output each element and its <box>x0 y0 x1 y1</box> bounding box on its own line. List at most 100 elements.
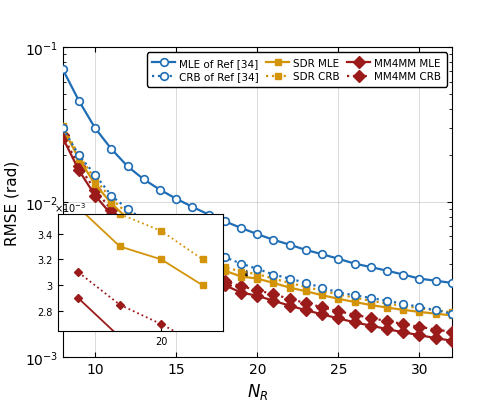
MM4MM MLE <box>173 260 179 265</box>
SDR CRB <box>270 277 276 282</box>
MM4MM CRB <box>254 288 260 293</box>
MLE of Ref [34] <box>254 232 260 237</box>
CRB of Ref [34] <box>157 227 163 232</box>
MLE of Ref [34] <box>189 205 195 210</box>
SDR CRB <box>319 289 325 294</box>
MM4MM CRB <box>335 309 341 314</box>
MM4MM MLE <box>108 213 114 217</box>
CRB of Ref [34] <box>173 235 179 240</box>
MM4MM MLE <box>237 290 243 295</box>
Line: MLE of Ref [34]: MLE of Ref [34] <box>59 66 455 287</box>
MM4MM CRB <box>399 322 405 326</box>
MM4MM MLE <box>270 299 276 304</box>
SDR MLE <box>60 126 66 131</box>
MM4MM MLE <box>76 168 82 173</box>
SDR MLE <box>140 229 146 234</box>
MM4MM CRB <box>351 312 357 317</box>
SDR MLE <box>173 248 179 253</box>
CRB of Ref [34] <box>302 281 308 286</box>
SDR MLE <box>383 306 389 310</box>
SDR CRB <box>448 310 454 315</box>
SDR MLE <box>367 303 373 308</box>
MM4MM CRB <box>157 247 163 251</box>
CRB of Ref [34] <box>335 290 341 295</box>
MLE of Ref [34] <box>157 188 163 193</box>
MM4MM MLE <box>254 294 260 298</box>
MLE of Ref [34] <box>60 68 66 73</box>
MLE of Ref [34] <box>302 248 308 253</box>
CRB of Ref [34] <box>237 261 243 266</box>
MM4MM CRB <box>319 305 325 310</box>
MM4MM CRB <box>124 223 130 228</box>
SDR MLE <box>399 308 405 312</box>
Line: MM4MM CRB: MM4MM CRB <box>59 132 455 336</box>
MM4MM MLE <box>302 308 308 313</box>
MLE of Ref [34] <box>221 219 227 224</box>
MLE of Ref [34] <box>432 279 438 284</box>
Y-axis label: RMSE (rad): RMSE (rad) <box>4 160 19 245</box>
MM4MM MLE <box>221 283 227 288</box>
MM4MM CRB <box>205 272 211 277</box>
MLE of Ref [34] <box>140 178 146 182</box>
SDR CRB <box>140 224 146 229</box>
MM4MM MLE <box>157 251 163 255</box>
Line: MM4MM MLE: MM4MM MLE <box>59 134 455 345</box>
SDR CRB <box>92 178 98 182</box>
SDR CRB <box>415 306 421 311</box>
SDR MLE <box>124 217 130 222</box>
CRB of Ref [34] <box>351 293 357 298</box>
SDR CRB <box>335 292 341 297</box>
MLE of Ref [34] <box>335 257 341 261</box>
CRB of Ref [34] <box>140 218 146 223</box>
MM4MM CRB <box>270 292 276 297</box>
SDR MLE <box>108 201 114 206</box>
SDR MLE <box>270 281 276 286</box>
MM4MM MLE <box>432 336 438 341</box>
MLE of Ref [34] <box>205 213 211 217</box>
SDR CRB <box>237 269 243 274</box>
CRB of Ref [34] <box>189 243 195 247</box>
MM4MM MLE <box>335 316 341 321</box>
MM4MM MLE <box>351 320 357 325</box>
MM4MM CRB <box>415 325 421 330</box>
Line: SDR MLE: SDR MLE <box>59 126 454 319</box>
MLE of Ref [34] <box>319 252 325 257</box>
SDR MLE <box>205 263 211 268</box>
CRB of Ref [34] <box>319 286 325 290</box>
MLE of Ref [34] <box>399 272 405 277</box>
CRB of Ref [34] <box>124 207 130 212</box>
MLE of Ref [34] <box>351 261 357 266</box>
SDR MLE <box>92 182 98 187</box>
MLE of Ref [34] <box>383 269 389 273</box>
SDR CRB <box>286 281 292 286</box>
MM4MM CRB <box>383 319 389 324</box>
SDR CRB <box>383 301 389 306</box>
MLE of Ref [34] <box>108 147 114 152</box>
CRB of Ref [34] <box>367 296 373 301</box>
MM4MM CRB <box>286 297 292 302</box>
SDR MLE <box>351 300 357 305</box>
CRB of Ref [34] <box>383 299 389 304</box>
MLE of Ref [34] <box>270 238 276 243</box>
MM4MM MLE <box>383 327 389 332</box>
X-axis label: $N_R$: $N_R$ <box>246 381 268 401</box>
SDR MLE <box>221 269 227 273</box>
Text: $\times10^{-3}$: $\times10^{-3}$ <box>54 201 86 215</box>
SDR CRB <box>399 304 405 309</box>
MM4MM MLE <box>60 136 66 141</box>
MM4MM CRB <box>108 208 114 213</box>
MM4MM CRB <box>60 134 66 138</box>
MM4MM CRB <box>221 279 227 284</box>
SDR CRB <box>351 296 357 300</box>
MM4MM CRB <box>189 263 195 268</box>
MLE of Ref [34] <box>237 226 243 231</box>
SDR MLE <box>254 277 260 282</box>
MM4MM CRB <box>448 330 454 334</box>
SDR CRB <box>157 234 163 239</box>
CRB of Ref [34] <box>399 302 405 306</box>
SDR CRB <box>173 243 179 247</box>
MM4MM MLE <box>367 323 373 328</box>
MLE of Ref [34] <box>367 265 373 270</box>
SDR CRB <box>76 154 82 158</box>
MLE of Ref [34] <box>286 243 292 247</box>
